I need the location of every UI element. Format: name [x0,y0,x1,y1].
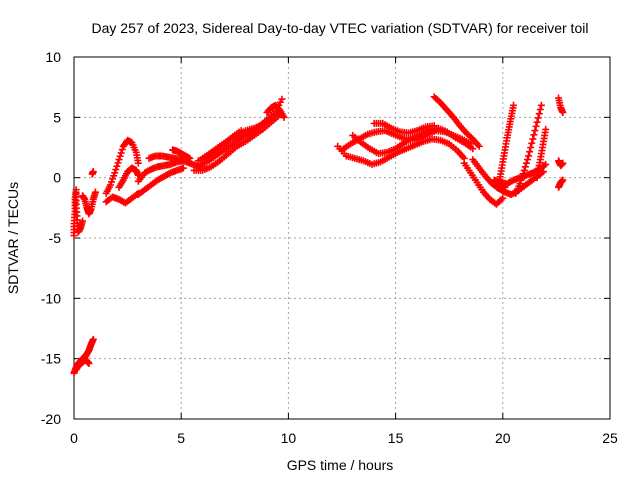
series-arc-3to5h-b [134,164,187,199]
data-point [525,152,533,160]
data-point [179,164,187,172]
x-tick-label: 15 [388,430,404,446]
data-point [516,180,524,188]
data-point [520,166,528,174]
data-point [91,188,99,196]
y-tick-label: -10 [41,290,61,306]
series-arc-22-8h-c [555,176,567,191]
series-arc-21h-rise [533,125,550,182]
data-point [85,359,93,367]
data-point [89,168,97,176]
y-tick-label: 5 [53,109,61,125]
data-point [536,105,544,113]
data-point [118,146,126,154]
data-point [559,176,567,184]
data-point [542,160,550,168]
series-arc-17to19h [430,93,483,150]
x-tick-label: 20 [495,430,511,446]
data-point [535,110,543,118]
x-tick-label: 25 [602,430,618,446]
series-arc-early-vertical [70,186,87,240]
data-point [526,148,534,156]
series-arc-early-dot [88,168,97,178]
data-point [280,113,288,121]
data-point [186,154,194,162]
data-point [533,118,541,126]
data-point [519,170,527,178]
series-arc-20h-rise-b [512,101,545,197]
series-arc-18to20h-a [460,159,507,208]
data-point [522,159,530,167]
series-arc-3to5h-c [145,152,192,164]
data-point [529,135,537,143]
series-arc-20h-rise-a [495,101,518,189]
data-point [469,145,477,153]
data-point [537,101,545,109]
series-arc-22-8h-a [555,94,567,117]
x-tick-label: 5 [177,430,185,446]
data-point [518,173,526,181]
y-axis-label: SDTVAR / TECUs [5,182,21,294]
data-point [113,162,121,170]
data-point [499,194,507,202]
data-point [517,176,525,184]
data-point [116,152,124,160]
data-point [531,127,539,135]
series-arc-3to5h-d [169,146,194,162]
series-arc-2h-c [115,164,142,191]
data-point [559,109,567,117]
series-arc-2h-a [102,136,142,197]
y-tick-label: -15 [41,351,61,367]
data-point [521,163,529,171]
data-point [534,114,542,122]
series-arc-6to9h-d [194,127,245,165]
data-point [542,125,550,133]
data-point [475,142,483,150]
series-arc-22-8h-b [555,157,567,170]
series-arc-early-wiggle [79,188,99,218]
series-arc-12to18h-a [334,135,468,168]
data-point [115,156,123,164]
series-arc-early-low-b [72,356,93,374]
y-tick-label: -5 [49,230,62,246]
data-point [89,335,97,343]
data-point [510,101,518,109]
x-axis-label: GPS time / hours [287,457,394,473]
y-tick-label: 10 [45,49,61,65]
data-point [112,166,120,174]
data-point [111,169,119,177]
data-point [559,159,567,167]
data-point [117,149,125,157]
x-tick-label: 0 [70,430,78,446]
data-point [114,159,122,167]
x-tick-label: 10 [281,430,297,446]
data-point [523,156,531,164]
data-point [527,144,535,151]
series-arc-14to17h [370,119,438,137]
y-tick-label: 0 [53,170,61,186]
data-point [79,217,87,225]
chart-title: Day 257 of 2023, Sidereal Day-to-day VTE… [92,20,589,36]
data-point [278,95,286,103]
data-point [237,127,245,135]
data-point [134,159,142,167]
series-arc-9to10h [263,101,288,121]
data-point [532,122,540,130]
y-tick-label: -20 [41,411,61,427]
grid [74,57,610,419]
data-point [530,131,538,139]
data-point [430,122,438,130]
axis-ticks: 0 5 10 15 20 25 -20 -15 -10 -5 0 5 10 [41,49,618,446]
data-points [70,93,567,377]
data-point [528,139,536,147]
